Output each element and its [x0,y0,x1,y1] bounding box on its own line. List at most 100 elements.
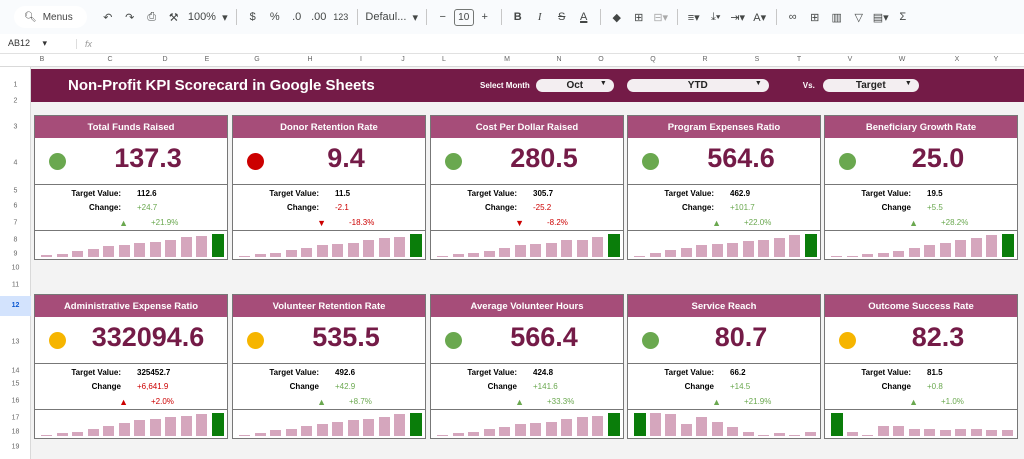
borders-icon[interactable]: ⊞ [634,11,644,24]
text-wrap-icon[interactable]: ⇥▾ [730,11,746,24]
horizontal-align-icon[interactable]: ≡▾ [687,11,700,24]
row-header[interactable]: 4 [13,159,18,167]
bold-button[interactable]: B [513,11,522,23]
font-size-increase-button[interactable]: + [481,11,488,23]
title-banner: Non-Profit KPI Scorecard in Google Sheet… [31,69,1024,102]
spark-bar [727,427,738,436]
row-header[interactable]: 10 [11,264,20,272]
currency-format-button[interactable]: $ [249,11,256,23]
spark-bar [592,416,603,436]
font-size-decrease-button[interactable]: − [439,11,446,23]
spark-bar [530,244,541,257]
column-header[interactable]: C [107,56,113,63]
number-format-button[interactable]: 123 [333,12,349,22]
sparkline-chart [35,231,227,259]
formula-input[interactable] [92,35,1024,53]
name-box[interactable]: AB12 ▾ [8,38,48,48]
column-header[interactable]: S [754,56,760,63]
column-header[interactable]: B [39,56,45,63]
spark-bar [924,429,935,436]
font-size-input[interactable]: 10 [453,8,474,26]
print-icon[interactable]: ⎙ [147,10,157,23]
period-dropdown[interactable]: YTD ▼ [626,79,769,92]
formula-bar: AB12 ▾ fx [0,34,1024,54]
link-icon[interactable]: ∞ [788,11,797,23]
comment-icon[interactable]: ⊞ [810,11,820,24]
column-header[interactable]: M [504,56,510,63]
fill-color-icon[interactable]: ◆ [612,11,621,24]
row-header[interactable]: 14 [11,367,20,375]
spark-bar [649,413,661,436]
column-header[interactable]: Q [650,56,656,63]
column-header[interactable]: V [847,56,853,63]
row-header[interactable]: 2 [13,97,18,105]
column-header[interactable]: O [598,56,604,63]
column-header[interactable]: L [442,56,446,63]
zoom-select[interactable]: 100% ▾ [187,11,228,24]
row-header[interactable]: 11 [11,281,20,289]
column-header[interactable]: X [954,56,960,63]
percent-format-button[interactable]: % [269,11,280,23]
row-header[interactable]: 17 [11,414,20,422]
vertical-align-icon[interactable]: ⤓▾ [710,10,721,23]
row-header[interactable]: 5 [13,187,18,195]
redo-icon[interactable]: ↷ [125,11,135,24]
comparison-dropdown[interactable]: Target ▼ [822,79,919,92]
merge-cells-icon[interactable]: ⊟▾ [653,11,669,24]
row-header[interactable]: 1 [13,81,18,89]
kpi-card: Beneficiary Growth Rate 25.0 Target Value:… [824,115,1018,260]
column-header[interactable]: R [702,56,708,63]
filter-views-icon[interactable]: ▤▾ [872,11,889,24]
decrease-decimal-button[interactable]: .0 [292,11,302,23]
spark-bar [118,245,130,257]
row-header[interactable]: 13 [11,338,20,346]
font-select[interactable]: Defaul... ▾ [365,11,419,24]
undo-icon[interactable]: ↶ [103,11,113,24]
spark-bar [72,432,83,436]
column-header[interactable]: N [556,56,562,63]
search-menus[interactable]: 🔍︎ Menus [14,6,87,28]
trend-arrow-icon: ▲ [712,218,721,228]
italic-button[interactable]: I [537,11,542,23]
kpi-card: Total Funds Raised 137.3 Target Value: 112.… [34,115,228,260]
column-header[interactable]: E [204,56,210,63]
row-header[interactable]: 3 [13,123,18,131]
text-rotate-icon[interactable]: A▾ [753,11,767,24]
spark-bar [607,234,620,257]
row-header[interactable]: 12 [0,296,31,316]
functions-button[interactable]: Σ [899,11,907,23]
kpi-card: Donor Retention Rate 9.4 Target Value: 11.5… [232,115,426,260]
column-header[interactable]: H [307,56,313,63]
month-dropdown[interactable]: Oct ▼ [535,79,614,92]
spark-bar [499,427,510,436]
text-color-button[interactable]: A [580,11,588,23]
column-header[interactable]: J [401,56,405,63]
increase-decimal-button[interactable]: .00 [311,11,327,23]
row-header[interactable]: 16 [11,397,20,405]
row-header[interactable]: 6 [13,202,18,210]
filter-icon[interactable]: ▽ [854,11,863,24]
column-header[interactable]: W [898,56,906,63]
column-header[interactable]: T [796,56,802,63]
spark-bar [316,424,328,436]
sparkline-chart [431,231,623,259]
spark-bar [773,238,785,257]
row-header[interactable]: 9 [13,250,18,258]
spark-bar [378,417,390,436]
row-header[interactable]: 7 [13,219,18,227]
column-header[interactable]: Y [993,56,999,63]
paint-format-icon[interactable]: ⚒ [168,11,179,24]
chart-icon[interactable]: ▥ [831,11,842,24]
strikethrough-button[interactable]: S [558,11,566,23]
change-label: Change [684,382,714,391]
column-header[interactable]: D [162,56,168,63]
row-header[interactable]: 15 [11,380,20,388]
row-header[interactable]: 8 [13,236,18,244]
spark-bar [789,435,800,436]
column-header[interactable]: I [360,56,362,63]
row-header[interactable]: 19 [11,443,20,451]
column-header[interactable]: G [254,56,260,63]
kpi-title: Average Volunteer Hours [431,295,623,317]
row-header[interactable]: 18 [11,428,20,436]
